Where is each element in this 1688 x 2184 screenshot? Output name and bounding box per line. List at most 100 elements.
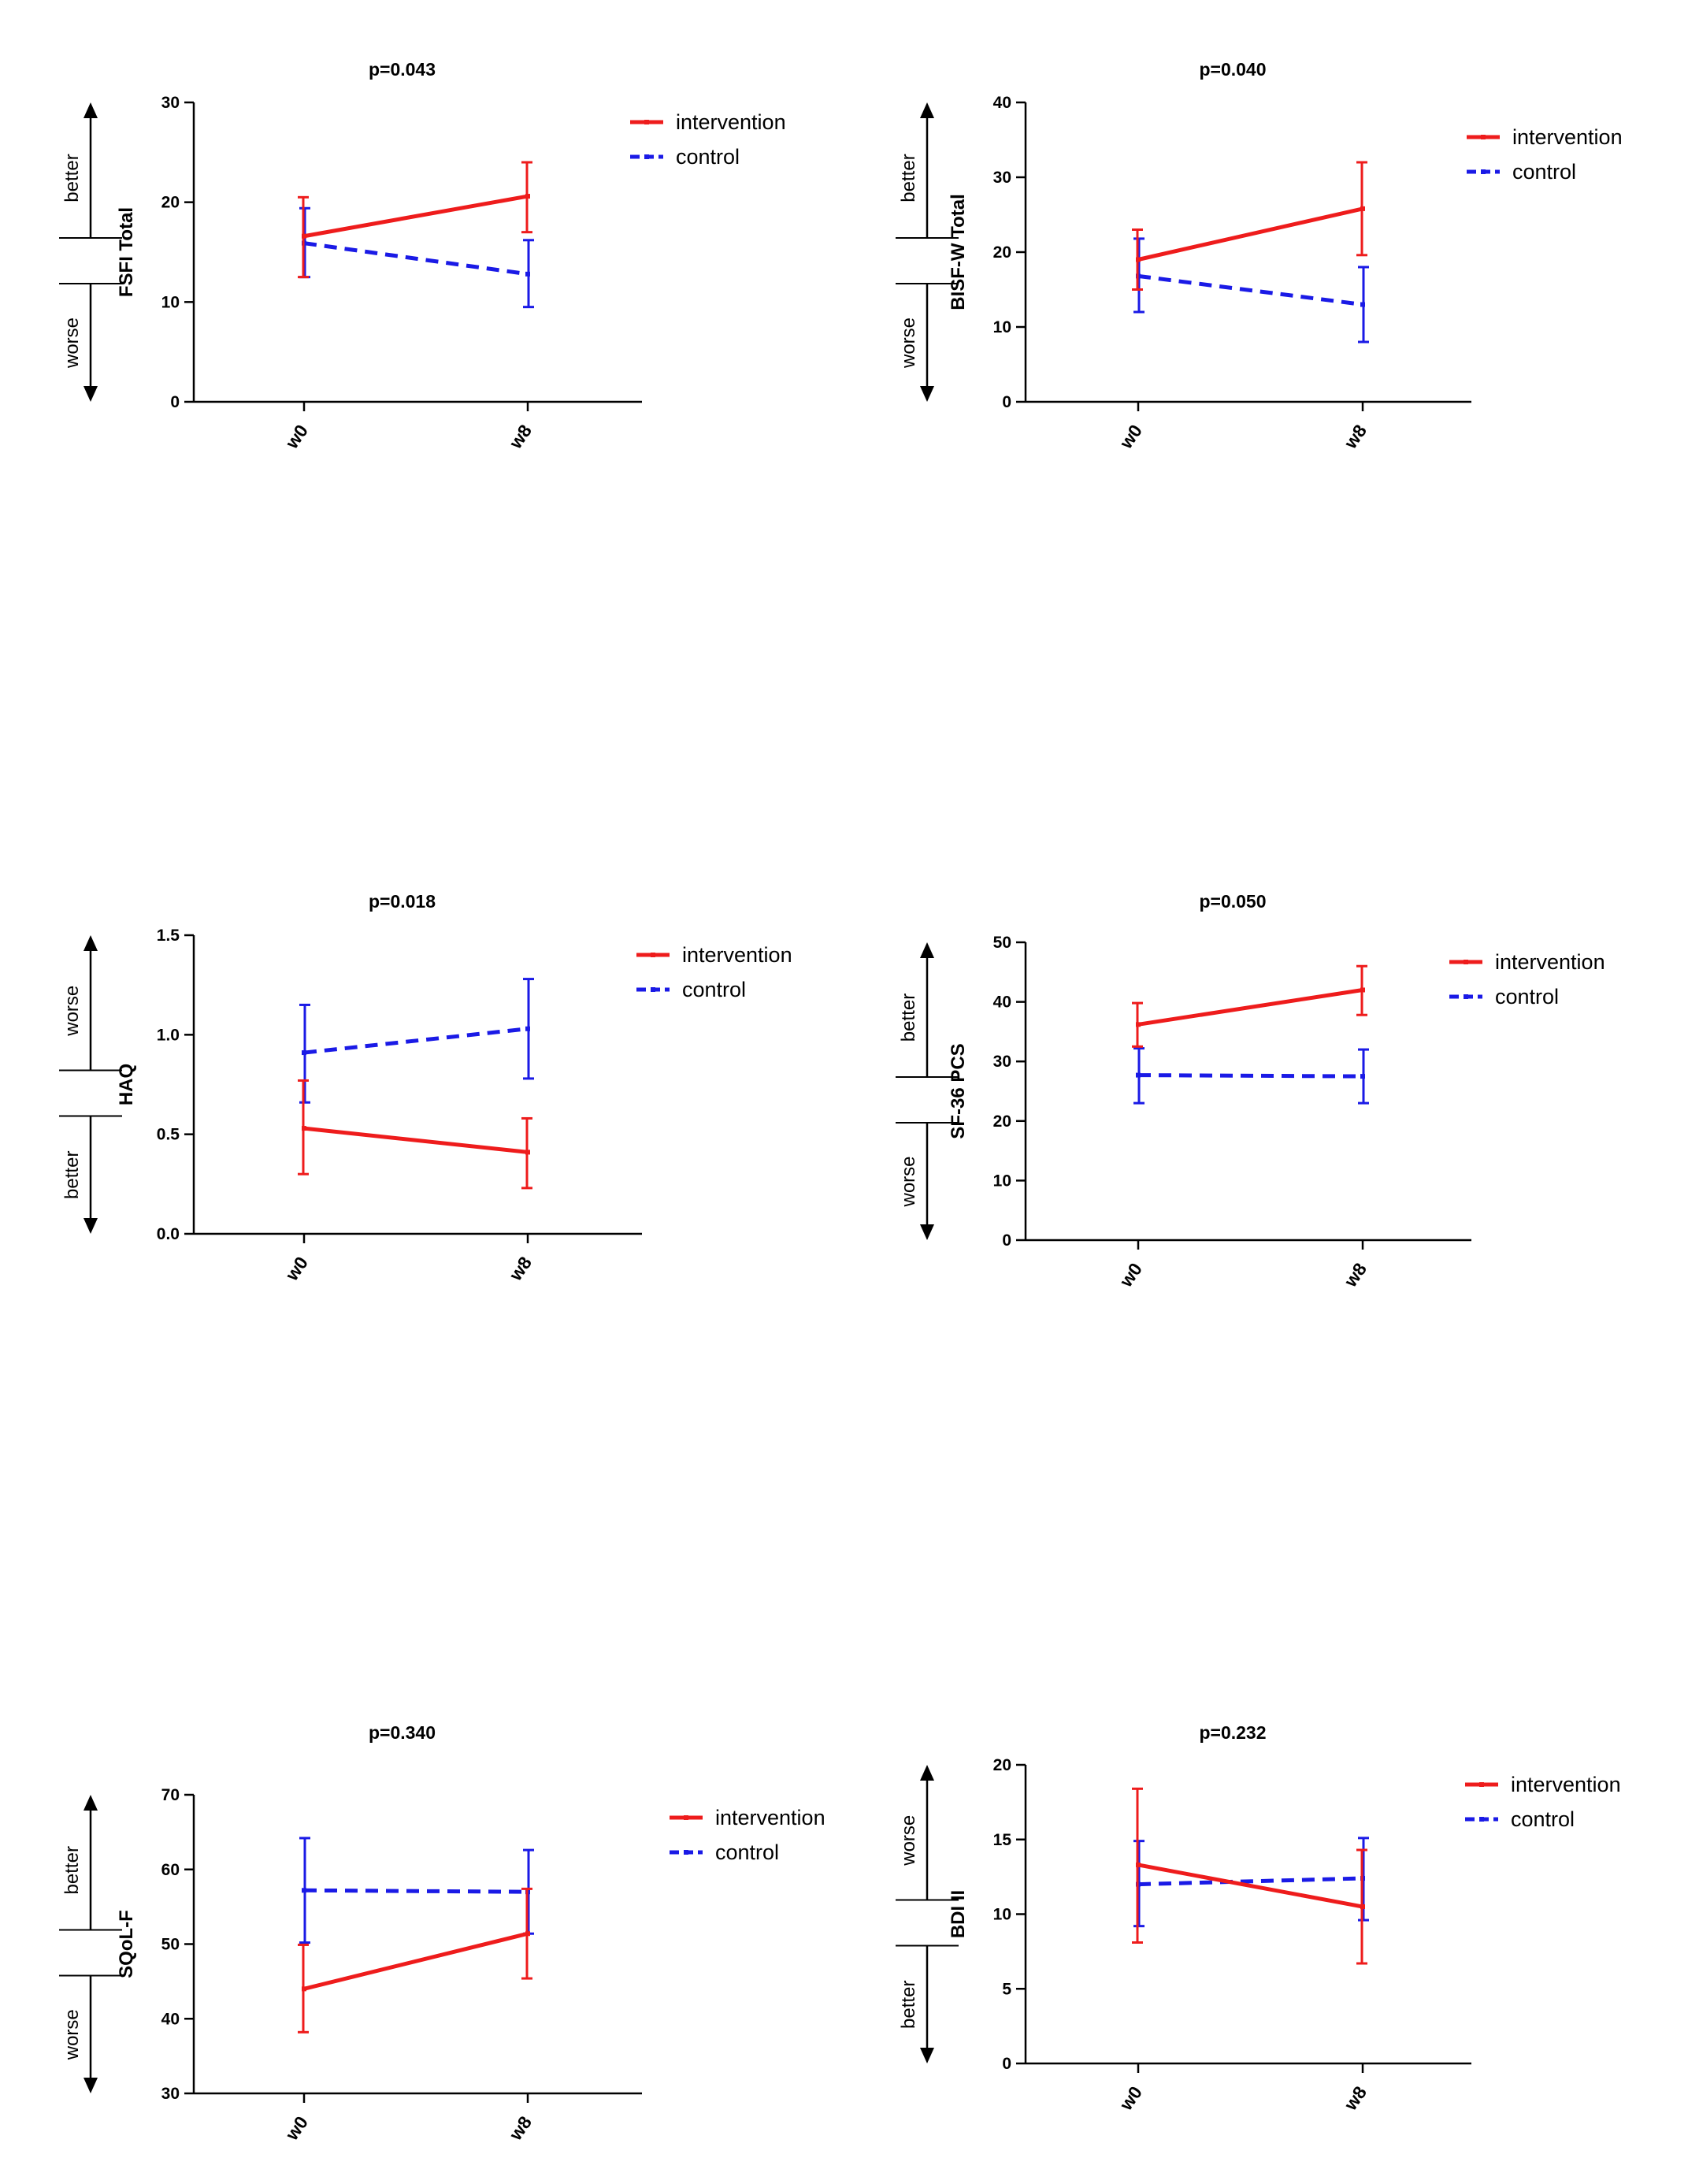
legend: intervention control xyxy=(630,110,786,169)
data-point xyxy=(1360,987,1365,993)
legend-label-intervention: intervention xyxy=(715,1806,825,1829)
y-axis-label: FSFI Total xyxy=(116,207,137,297)
legend: intervention control xyxy=(1467,125,1623,184)
x-tick-label: w0 xyxy=(281,421,312,453)
direction-lower-label: worse xyxy=(898,1156,919,1207)
chart-title: p=0.340 xyxy=(369,1722,436,1743)
x-tick-label: w8 xyxy=(505,1253,536,1285)
data-point xyxy=(1360,206,1365,211)
x-tick-label: w8 xyxy=(505,421,536,453)
x-tick-label: w8 xyxy=(1340,421,1371,453)
data-point xyxy=(1360,302,1365,307)
y-tick-label: 20 xyxy=(161,194,180,212)
arrow-up-icon xyxy=(83,935,98,951)
data-point xyxy=(302,1986,306,1992)
data-point xyxy=(1136,1862,1141,1867)
direction-upper-label: worse xyxy=(898,1815,919,1866)
series-line xyxy=(1137,206,1363,262)
data-point xyxy=(1360,1904,1365,1910)
y-tick-label: 10 xyxy=(993,318,1011,336)
y-tick-label: 50 xyxy=(161,1936,180,1954)
y-tick-label: 20 xyxy=(993,1112,1011,1131)
direction-upper-label: better xyxy=(898,994,919,1042)
direction-upper-label: better xyxy=(61,154,83,202)
series-line xyxy=(1137,1876,1363,1887)
y-axis-label: SQoL-F xyxy=(116,1910,137,1978)
y-tick-label: 50 xyxy=(993,934,1011,952)
series-intervention xyxy=(1132,161,1367,291)
arrow-down-icon xyxy=(83,2078,98,2093)
series-control xyxy=(1133,1047,1369,1105)
chart-title: p=0.050 xyxy=(1199,891,1266,912)
data-point xyxy=(302,1126,306,1131)
y-tick-label: 1.5 xyxy=(157,927,180,945)
data-point xyxy=(302,1888,306,1893)
y-tick-label: 20 xyxy=(993,243,1011,262)
arrow-up-icon xyxy=(920,1765,934,1781)
arrow-up-icon xyxy=(83,102,98,118)
y-tick-label: 10 xyxy=(161,293,180,311)
y-tick-label: 1.0 xyxy=(157,1026,180,1044)
direction-upper-label: better xyxy=(61,1846,83,1894)
direction-upper-label: worse xyxy=(61,986,83,1037)
series-line xyxy=(303,194,529,239)
y-tick-label: 40 xyxy=(993,94,1011,112)
data-point xyxy=(525,1026,530,1031)
arrow-up-icon xyxy=(920,942,934,958)
series-intervention xyxy=(1132,1787,1367,1965)
y-tick-label: 0 xyxy=(1002,393,1011,411)
chart-title: p=0.040 xyxy=(1199,59,1266,80)
legend-label-control: control xyxy=(676,145,740,169)
y-tick-label: 10 xyxy=(993,1906,1011,1924)
y-tick-label: 30 xyxy=(161,2085,180,2103)
y-tick-label: 70 xyxy=(161,1786,180,1804)
legend-label-control: control xyxy=(682,978,746,1001)
series-line xyxy=(303,1931,529,1991)
direction-lower-label: worse xyxy=(61,2009,83,2060)
legend-marker-intervention xyxy=(644,120,649,124)
series-line xyxy=(1137,273,1363,306)
series-line xyxy=(303,1888,529,1894)
series-line xyxy=(1137,988,1363,1027)
legend-label-control: control xyxy=(715,1840,779,1864)
y-tick-label: 15 xyxy=(993,1831,1012,1849)
series-control xyxy=(299,206,534,309)
arrow-down-icon xyxy=(83,1218,98,1234)
chart-panel: p=0.232 0 5 10 15 20 w0 w8 BDI II worse better inte… xyxy=(896,1722,1621,2115)
legend-marker-intervention xyxy=(1481,135,1486,139)
chart-panel: p=0.043 0 10 20 30 w0 w8 FSFI Total better worse i… xyxy=(59,59,786,453)
y-tick-label: 20 xyxy=(993,1756,1011,1774)
legend-label-control: control xyxy=(1495,985,1559,1008)
legend: intervention control xyxy=(670,1806,825,1864)
legend-marker-intervention xyxy=(651,953,655,957)
legend-marker-control xyxy=(1464,994,1468,999)
data-point xyxy=(1136,1072,1141,1078)
y-axis-label: SF-36 PCS xyxy=(948,1043,969,1138)
legend-label-intervention: intervention xyxy=(682,943,792,967)
y-tick-label: 30 xyxy=(993,1053,1011,1071)
legend: intervention control xyxy=(1465,1773,1621,1831)
direction-upper-label: better xyxy=(898,154,919,202)
legend-marker-control xyxy=(651,987,655,992)
y-tick-label: 30 xyxy=(993,169,1011,187)
x-tick-label: w8 xyxy=(505,2112,536,2145)
direction-lower-label: worse xyxy=(898,318,919,369)
series-line xyxy=(303,241,529,277)
chart-panel: p=0.050 0 10 20 30 40 50 w0 w8 SF-36 PCS better wor… xyxy=(896,891,1605,1291)
legend-marker-control xyxy=(644,154,649,159)
data-point xyxy=(1360,1074,1365,1079)
y-tick-label: 0 xyxy=(170,393,180,411)
series-line xyxy=(1137,1863,1363,1909)
data-point xyxy=(525,1150,530,1155)
y-tick-label: 10 xyxy=(993,1172,1011,1190)
legend-label-intervention: intervention xyxy=(1512,125,1623,149)
y-tick-label: 40 xyxy=(161,2010,180,2028)
arrow-down-icon xyxy=(83,386,98,402)
x-tick-label: w8 xyxy=(1340,1259,1371,1291)
legend-marker-control xyxy=(684,1850,688,1855)
y-tick-label: 5 xyxy=(1002,1980,1011,1998)
legend: intervention control xyxy=(636,943,792,1001)
legend-label-control: control xyxy=(1511,1807,1575,1831)
arrow-down-icon xyxy=(920,2048,934,2063)
